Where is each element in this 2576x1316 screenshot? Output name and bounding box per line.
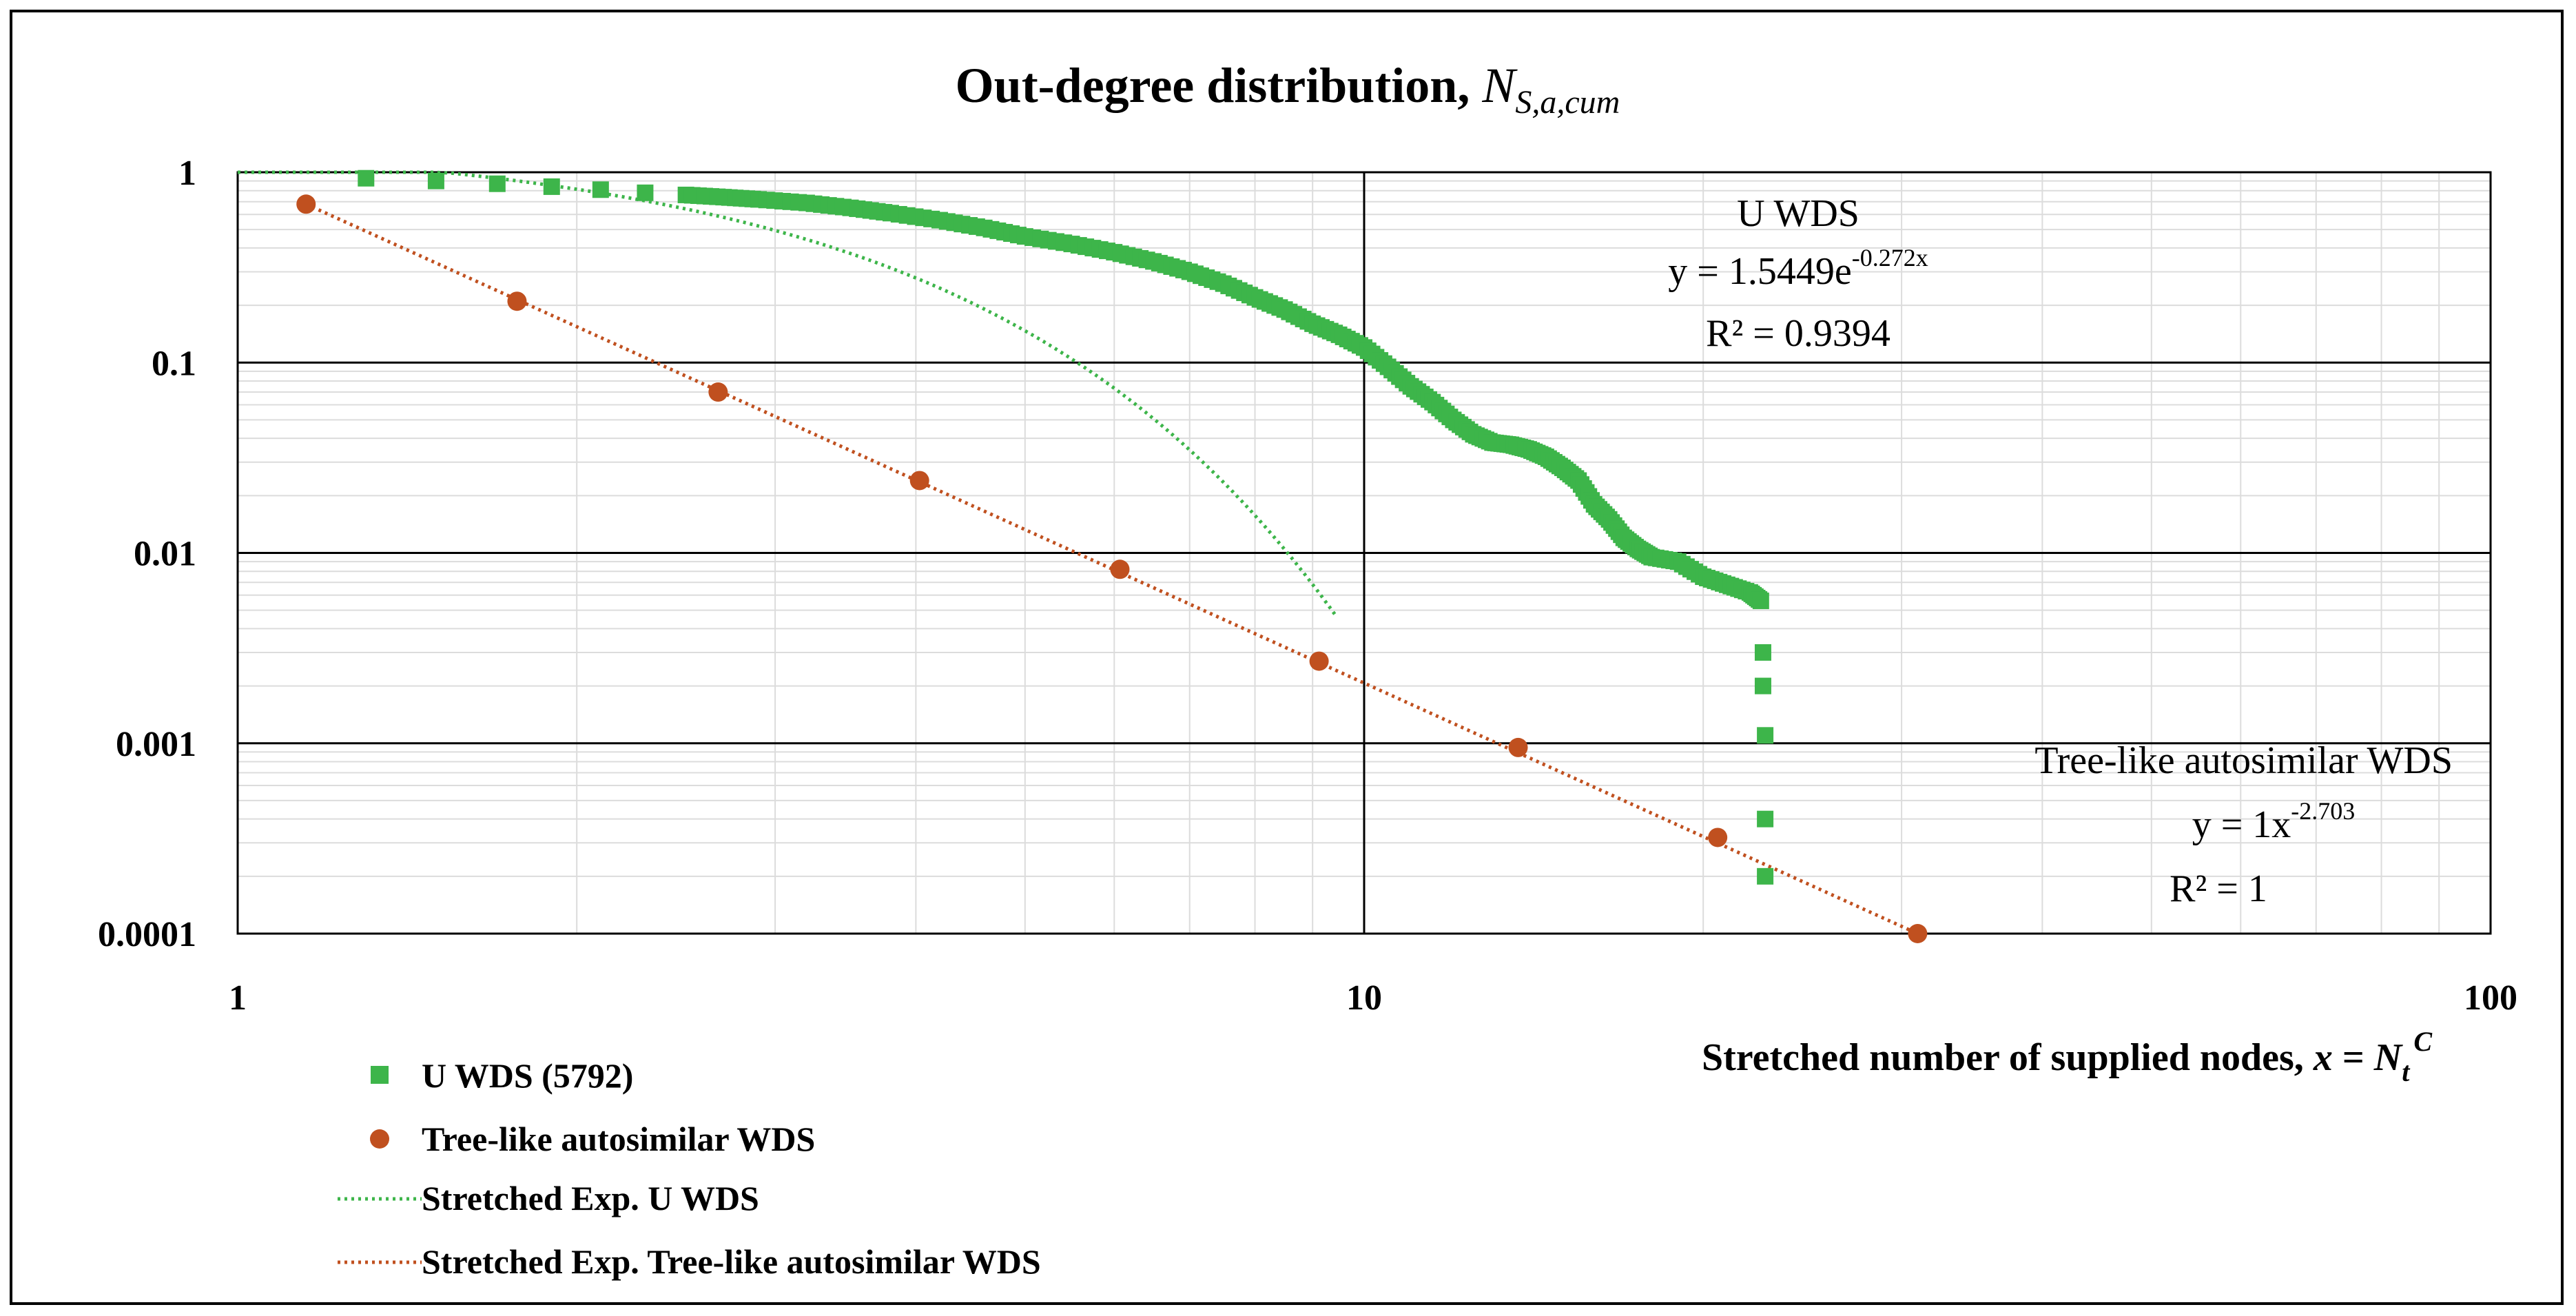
data-point-tree bbox=[708, 382, 728, 402]
y-tick-label: 0.1 bbox=[152, 344, 196, 383]
annotation-tree-eq-exp: -2.703 bbox=[2291, 797, 2355, 825]
y-tick-label: 0.01 bbox=[134, 535, 196, 574]
annotation-tree-r2: R² = 1 bbox=[2170, 867, 2267, 910]
annotation-uwds-equation: y = 1.5449e-0.272x bbox=[1668, 244, 1928, 293]
x-axis-title-text: Stretched number of supplied nodes, bbox=[1702, 1036, 2314, 1079]
legend-label-uwds: U WDS (5792) bbox=[422, 1056, 633, 1095]
data-point-uwds bbox=[1754, 644, 1771, 661]
data-point-uwds bbox=[1757, 810, 1774, 827]
x-axis-title-sup: C bbox=[2413, 1026, 2433, 1057]
annotation-uwds-eq-exp: -0.272x bbox=[1852, 244, 1928, 271]
data-point-uwds bbox=[1757, 867, 1774, 885]
legend: U WDS (5792) Tree-like autosimilar WDS S… bbox=[338, 1056, 1041, 1281]
y-tick-labels: 1 0.1 0.01 0.001 0.0001 bbox=[98, 154, 196, 954]
legend-marker-uwds bbox=[371, 1066, 389, 1084]
major-gridlines bbox=[238, 172, 2491, 934]
data-point-uwds bbox=[1754, 677, 1771, 695]
data-point-uwds bbox=[543, 178, 560, 195]
data-point-tree bbox=[1309, 651, 1329, 671]
data-point-uwds bbox=[1752, 593, 1769, 610]
data-point-tree bbox=[507, 291, 527, 311]
chart-title-var: N bbox=[1481, 58, 1518, 113]
x-axis-title-eq: = bbox=[2333, 1036, 2374, 1079]
data-point-tree bbox=[1708, 827, 1728, 847]
legend-label-tree: Tree-like autosimilar WDS bbox=[422, 1120, 815, 1158]
annotation-uwds-r2: R² = 0.9394 bbox=[1706, 312, 1890, 355]
x-tick-label: 10 bbox=[1346, 978, 1382, 1018]
x-axis-title-sub: t bbox=[2402, 1056, 2411, 1087]
data-point-uwds bbox=[488, 175, 506, 192]
data-point-tree bbox=[1908, 924, 1928, 943]
chart-frame bbox=[10, 10, 2564, 1305]
x-tick-label: 100 bbox=[2464, 978, 2517, 1018]
y-tick-label: 1 bbox=[178, 154, 196, 193]
x-axis-title: Stretched number of supplied nodes, x = … bbox=[1702, 1026, 2433, 1087]
legend-marker-tree bbox=[370, 1129, 389, 1149]
data-point-uwds bbox=[637, 184, 654, 201]
x-axis-title-var: x bbox=[2313, 1036, 2333, 1079]
plot-area-border bbox=[236, 171, 2492, 935]
data-point-tree bbox=[296, 194, 316, 214]
data-point-uwds bbox=[592, 181, 609, 198]
y-tick-label: 0.0001 bbox=[98, 915, 196, 954]
x-axis-title-n: N bbox=[2373, 1036, 2404, 1079]
trendline-uwds bbox=[238, 170, 1339, 619]
data-point-tree bbox=[1508, 737, 1528, 757]
chart-title-text: Out-degree distribution, bbox=[956, 58, 1483, 113]
annotation-uwds-eq-base: y = 1.5449e bbox=[1668, 250, 1851, 293]
legend-label-tree-trend: Stretched Exp. Tree-like autosimilar WDS bbox=[422, 1242, 1041, 1281]
data-point-uwds bbox=[427, 172, 444, 189]
data-point-tree bbox=[909, 471, 929, 491]
x-tick-label: 1 bbox=[229, 978, 247, 1018]
legend-label-uwds-trend: Stretched Exp. U WDS bbox=[422, 1179, 759, 1217]
annotation-uwds-name: U WDS bbox=[1737, 192, 1859, 235]
annotation-tree-name: Tree-like autosimilar WDS bbox=[2034, 739, 2453, 782]
x-tick-labels: 1 10 100 bbox=[229, 978, 2517, 1018]
data-point-tree bbox=[1110, 559, 1130, 579]
chart-title: Out-degree distribution, NS,a,cum bbox=[956, 58, 1620, 121]
data-point-layer bbox=[296, 169, 1928, 943]
data-point-uwds bbox=[358, 169, 375, 187]
annotation-tree-eq-base: y = 1x bbox=[2192, 803, 2291, 846]
y-tick-label: 0.001 bbox=[116, 725, 196, 764]
chart-title-sub: S,a,cum bbox=[1515, 84, 1620, 121]
data-point-uwds bbox=[1757, 727, 1774, 744]
annotation-tree-equation: y = 1x-2.703 bbox=[2192, 797, 2356, 846]
